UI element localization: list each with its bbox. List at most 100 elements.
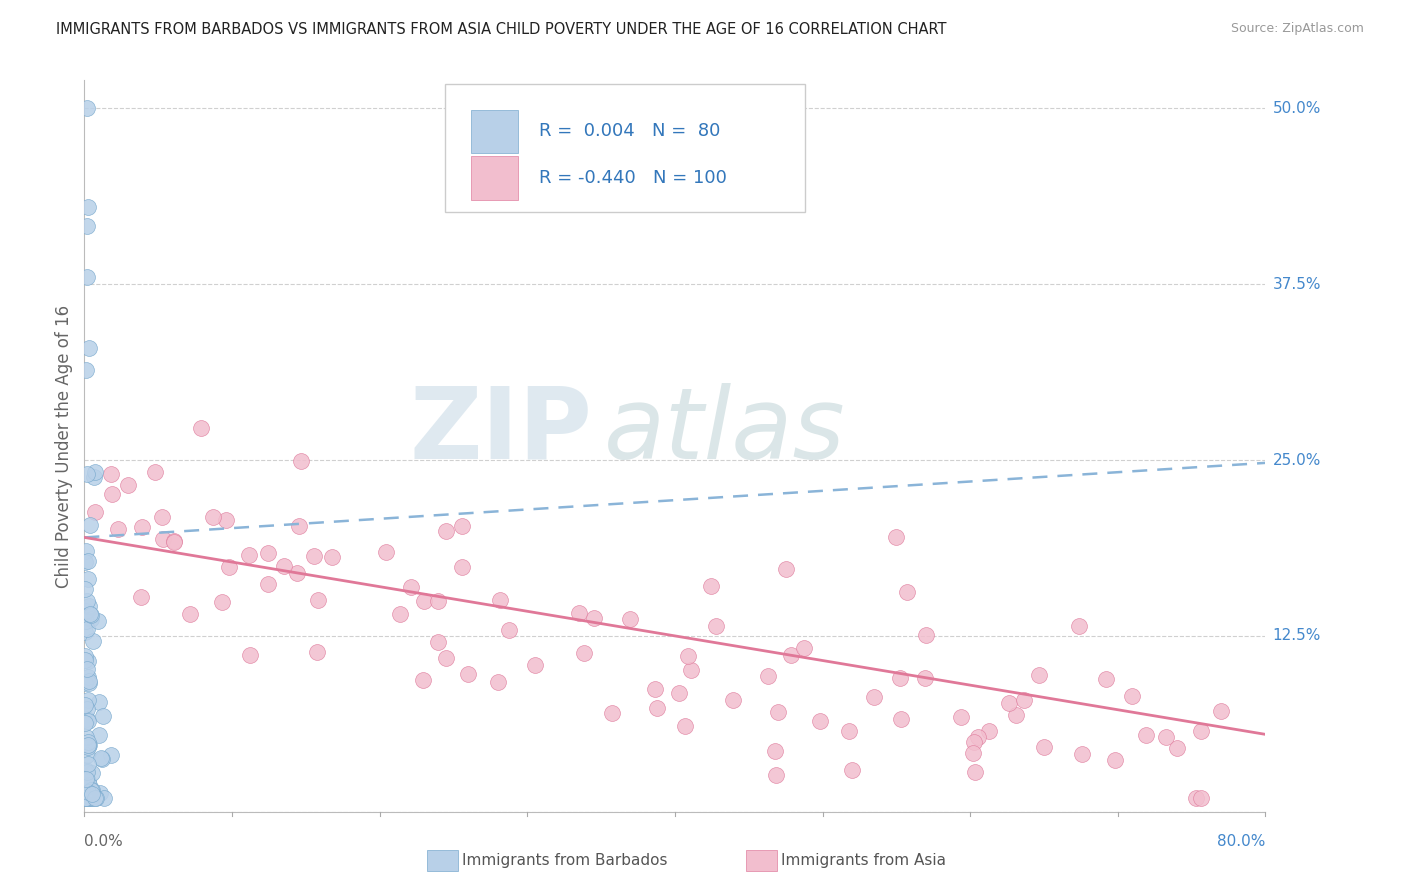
Point [80, 607, 103, 622]
Point [75, 543, 97, 558]
Point [163, 535, 186, 549]
Point [77, 756, 100, 771]
Point [76, 270, 98, 285]
Text: 50.0%: 50.0% [1272, 101, 1320, 116]
Point [73, 556, 96, 570]
Point [962, 746, 984, 760]
Point [77, 739, 100, 754]
Point [700, 579, 723, 593]
Point [841, 763, 863, 777]
Point [77, 200, 100, 214]
Point [93, 790, 115, 805]
Point [1189, 724, 1212, 739]
Point [76, 219, 98, 233]
Point [79, 517, 101, 532]
Point [107, 522, 129, 536]
Point [87, 614, 110, 628]
Point [211, 594, 233, 608]
Point [412, 673, 434, 687]
Text: 25.0%: 25.0% [1272, 452, 1320, 467]
Point [963, 765, 986, 780]
Point [1185, 790, 1208, 805]
Point [914, 628, 936, 642]
Point [77, 341, 100, 355]
Point [100, 748, 122, 763]
Point [962, 735, 984, 749]
Point [1209, 704, 1232, 718]
Point [77, 790, 100, 805]
Point [75, 363, 97, 377]
Point [129, 591, 152, 605]
Text: R = -0.440   N = 100: R = -0.440 N = 100 [538, 169, 727, 186]
Point [76, 467, 98, 481]
Point [76, 702, 98, 716]
Point [679, 663, 702, 677]
Point [1189, 790, 1212, 805]
Point [756, 668, 779, 682]
Point [399, 580, 422, 594]
Point [619, 612, 641, 626]
Point [1067, 619, 1090, 633]
Point [218, 559, 240, 574]
Point [305, 645, 328, 659]
Point [79, 790, 101, 805]
Point [998, 696, 1021, 710]
Point [75, 648, 97, 663]
Text: Immigrants from Asia: Immigrants from Asia [780, 854, 946, 868]
Point [90, 751, 112, 765]
Point [256, 577, 278, 591]
Point [76, 748, 98, 763]
Point [779, 648, 801, 663]
Point [87, 695, 110, 709]
Point [498, 624, 520, 638]
Text: 12.5%: 12.5% [1272, 628, 1320, 643]
Point [451, 519, 474, 533]
Point [83, 470, 105, 484]
Point [77, 670, 100, 684]
Point [457, 666, 479, 681]
Point [76, 102, 98, 116]
Point [1104, 752, 1126, 766]
Text: Source: ZipAtlas.com: Source: ZipAtlas.com [1230, 22, 1364, 36]
Point [75, 763, 97, 777]
Point [486, 674, 509, 689]
Point [91, 752, 114, 766]
Point [117, 477, 139, 491]
Point [704, 618, 727, 632]
Point [100, 467, 122, 482]
Point [489, 593, 512, 607]
Point [84, 790, 107, 805]
Point [450, 559, 472, 574]
Point [256, 546, 278, 560]
Point [89, 786, 111, 800]
Point [768, 705, 790, 719]
Y-axis label: Child Poverty Under the Age of 16: Child Poverty Under the Age of 16 [55, 304, 73, 588]
Point [1121, 689, 1143, 703]
Text: 0.0%: 0.0% [84, 834, 124, 849]
Point [1032, 740, 1054, 755]
Point [1071, 747, 1094, 761]
Text: 37.5%: 37.5% [1272, 277, 1320, 292]
Point [82, 766, 104, 780]
Point [426, 635, 449, 649]
Point [600, 706, 623, 720]
Point [673, 719, 696, 733]
Point [84, 505, 107, 519]
Point [91, 709, 114, 723]
Point [163, 533, 186, 548]
Point [427, 594, 450, 608]
Point [890, 712, 912, 726]
Point [321, 549, 343, 564]
Text: IMMIGRANTS FROM BARBADOS VS IMMIGRANTS FROM ASIA CHILD POVERTY UNDER THE AGE OF : IMMIGRANTS FROM BARBADOS VS IMMIGRANTS F… [56, 22, 946, 37]
Point [302, 549, 325, 563]
Point [793, 641, 815, 656]
Point [721, 693, 744, 707]
Point [1028, 667, 1050, 681]
Point [82, 789, 104, 803]
Point [1005, 708, 1028, 723]
Point [76, 735, 98, 749]
Point [914, 671, 936, 685]
Point [87, 727, 110, 741]
Point [808, 714, 831, 728]
Point [862, 690, 884, 705]
